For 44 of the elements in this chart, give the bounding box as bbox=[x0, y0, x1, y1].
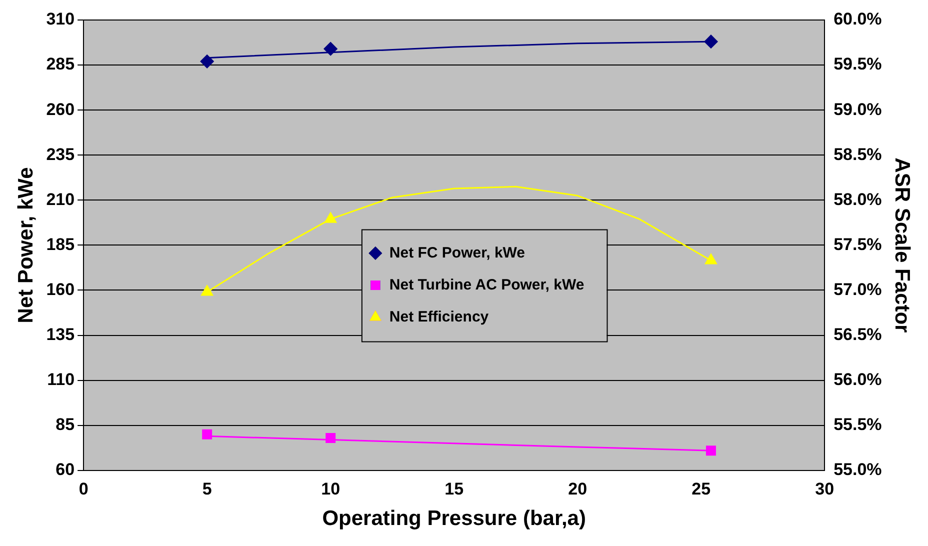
y-tick-label: 235 bbox=[46, 144, 75, 164]
y-tick-label: 60 bbox=[56, 460, 75, 480]
x-tick-label: 20 bbox=[568, 479, 588, 498]
y-tick-label: 110 bbox=[47, 370, 75, 390]
point bbox=[201, 285, 214, 296]
y2-tick-label: 55.0% bbox=[834, 460, 882, 480]
y-tick-label: 85 bbox=[56, 415, 75, 434]
point bbox=[202, 429, 212, 440]
x-tick-label: 15 bbox=[444, 479, 464, 498]
y2-tick-label: 58.5% bbox=[834, 144, 882, 164]
x-tick-label: 25 bbox=[692, 479, 711, 498]
y-tick-label: 210 bbox=[46, 190, 75, 209]
point bbox=[324, 212, 337, 223]
y2-tick-label: 55.5% bbox=[834, 415, 882, 434]
x-tick-label: 0 bbox=[78, 479, 88, 498]
y2-tick-label: 56.0% bbox=[834, 370, 882, 390]
y2-tick-label: 58.0% bbox=[834, 190, 882, 209]
y2-axis-title: ASR Scale Factor bbox=[890, 158, 914, 333]
y-axis-title: Net Power, kWe bbox=[14, 167, 38, 324]
point bbox=[324, 42, 338, 56]
point bbox=[200, 54, 214, 68]
y-tick-label: 135 bbox=[46, 324, 75, 344]
y2-tick-label: 57.5% bbox=[834, 234, 882, 254]
legend-label: Net Turbine AC Power, kWe bbox=[389, 276, 584, 294]
y2-tick-label: 59.5% bbox=[834, 54, 882, 74]
y-tick-label: 160 bbox=[46, 280, 75, 299]
y-tick-label: 310 bbox=[46, 10, 75, 29]
y-tick-label: 260 bbox=[46, 100, 75, 119]
y2-tick-label: 56.5% bbox=[834, 324, 882, 344]
y-tick-label: 285 bbox=[46, 54, 75, 74]
legend-label: Net FC Power, kWe bbox=[389, 244, 526, 262]
x-tick-label: 10 bbox=[321, 479, 340, 498]
x-axis-title: Operating Pressure (bar,a) bbox=[322, 507, 586, 530]
y2-tick-label: 59.0% bbox=[834, 100, 882, 119]
y2-tick-label: 57.0% bbox=[834, 280, 882, 299]
point bbox=[326, 432, 336, 443]
x-tick-label: 5 bbox=[202, 479, 212, 498]
legend-label: Net Efficiency bbox=[389, 308, 490, 326]
y2-tick-label: 60.0% bbox=[834, 10, 882, 29]
point bbox=[704, 34, 718, 48]
y-tick-label: 185 bbox=[46, 234, 75, 254]
x-tick-label: 30 bbox=[815, 479, 834, 498]
point bbox=[706, 446, 716, 456]
point bbox=[705, 254, 717, 264]
